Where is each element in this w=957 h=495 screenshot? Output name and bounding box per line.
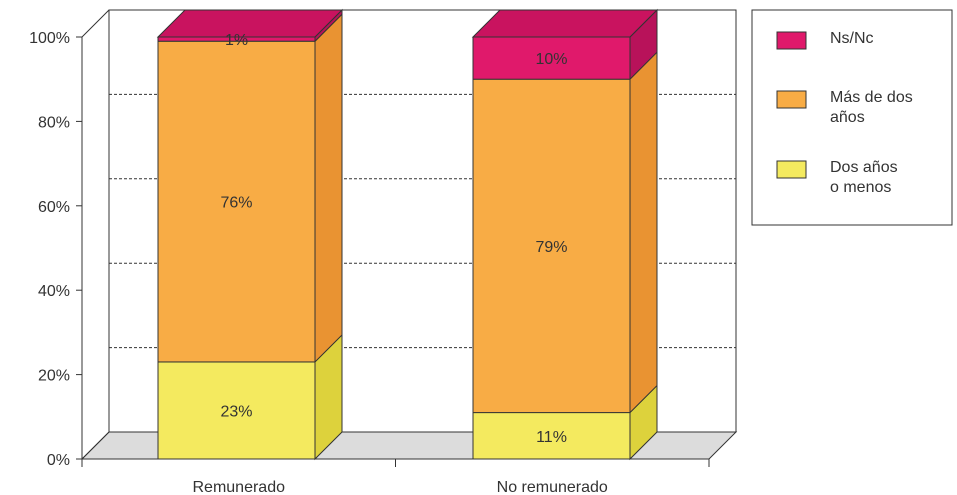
- x-tick-label: Remunerado: [193, 479, 286, 495]
- bar-segment: [472, 78, 631, 414]
- data-label: 10%: [535, 51, 567, 68]
- legend-label: Dos años: [830, 159, 898, 176]
- data-label: 23%: [220, 403, 252, 420]
- bar-top: [156, 9, 344, 38]
- legend-swatch: [776, 31, 807, 50]
- bar-top: [471, 9, 659, 38]
- legend-label: años: [830, 109, 865, 126]
- y-tick-label: 100%: [29, 30, 70, 47]
- back-wall: [108, 9, 737, 433]
- data-label: 11%: [536, 429, 567, 446]
- legend-swatch: [776, 160, 807, 179]
- data-label: 1%: [225, 32, 248, 49]
- y-tick-label: 0%: [47, 452, 70, 469]
- left-wall-bottom-edge: [81, 431, 110, 460]
- x-tick-label: No remunerado: [497, 479, 608, 495]
- y-tick-label: 80%: [38, 114, 70, 131]
- y-tick-label: 60%: [38, 199, 70, 216]
- data-label: 76%: [220, 195, 252, 212]
- bar-segment-side: [314, 13, 343, 364]
- legend-label: Más de dos: [830, 89, 913, 106]
- legend-swatch: [776, 90, 807, 109]
- legend-label: Ns/Nc: [830, 30, 874, 47]
- y-tick-label: 20%: [38, 368, 70, 385]
- legend-label: o menos: [830, 179, 891, 196]
- bar-segment-side: [629, 50, 658, 414]
- left-wall-top-edge: [81, 9, 110, 38]
- bar-segment: [157, 361, 316, 460]
- bar-segment: [472, 412, 631, 460]
- data-label: 79%: [535, 239, 567, 256]
- y-tick-label: 40%: [38, 283, 70, 300]
- bar-segment: [157, 40, 316, 363]
